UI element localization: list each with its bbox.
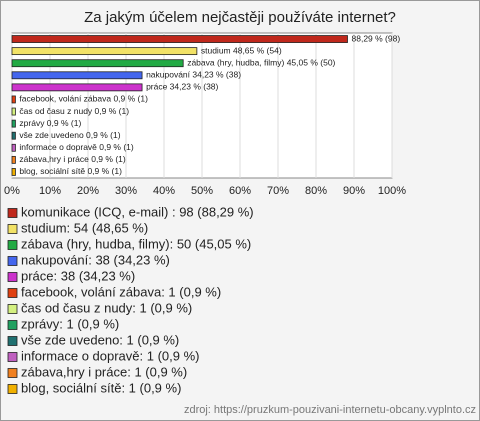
- legend-swatch: [7, 352, 18, 362]
- x-tick-label: 30%: [115, 185, 137, 197]
- legend-swatch: [7, 336, 18, 346]
- legend-label: studium: 54 (48,65 %): [21, 220, 148, 235]
- legend-label: blog, sociální sítě: 1 (0,9 %): [21, 380, 181, 395]
- bar: [11, 95, 16, 104]
- legend-label: facebook, volání zábava: 1 (0,9 %): [21, 284, 221, 299]
- legend-label: komunikace (ICQ, e-mail) : 98 (88,29 %): [21, 204, 254, 219]
- bar-label: zábava (hry, hudba, filmy) 45,05 % (50): [187, 57, 335, 67]
- bar: [11, 131, 16, 140]
- bar: [11, 143, 16, 152]
- legend-swatch: [7, 208, 18, 218]
- legend-label: nakupování: 38 (34,23 %): [21, 252, 170, 267]
- legend-swatch: [7, 320, 18, 330]
- x-tick-label: 80%: [305, 185, 327, 197]
- x-tick-label: 40%: [153, 185, 175, 197]
- x-tick-label: 50%: [191, 185, 213, 197]
- x-tick-label: 60%: [229, 185, 251, 197]
- legend-label: zprávy: 1 (0,9 %): [21, 316, 119, 331]
- bar: [11, 107, 16, 116]
- bar-label: zábava,hry i práce 0,9 % (1): [19, 154, 125, 164]
- bar-label: studium 48,65 % (54): [201, 45, 282, 55]
- legend-label: zábava (hry, hudba, filmy): 50 (45,05 %): [21, 236, 251, 251]
- x-tick-label: 100%: [378, 185, 406, 197]
- bar: [11, 35, 348, 43]
- bar: [11, 71, 143, 80]
- bar-label: nakupování 34,23 % (38): [146, 70, 241, 80]
- legend-swatch: [7, 384, 18, 394]
- legend-label: zábava,hry i práce: 1 (0,9 %): [21, 364, 187, 379]
- legend-label: vše zde uvedeno: 1 (0,9 %): [21, 332, 179, 347]
- chart-title: Za jakým účelem nejčastěji používáte int…: [84, 9, 396, 26]
- x-tick-label: 10%: [39, 185, 61, 197]
- bar: [11, 59, 184, 68]
- legend-swatch: [7, 288, 18, 298]
- legend-swatch: [7, 224, 18, 234]
- bar-label: čas od času z nudy 0,9 % (1): [19, 106, 129, 116]
- bar-label: 88,29 % (98): [352, 33, 401, 43]
- legend-swatch: [7, 304, 18, 314]
- bar: [11, 155, 16, 164]
- legend-swatch: [7, 368, 18, 378]
- bar-label: práce 34,23 % (38): [146, 82, 218, 92]
- bar: [11, 83, 143, 92]
- bar-label: facebook, volání zábava 0,9 % (1): [19, 94, 148, 104]
- x-tick-label: 90%: [343, 185, 365, 197]
- bar: [11, 119, 16, 128]
- legend-label: čas od času z nudy: 1 (0,9 %): [21, 300, 192, 315]
- bar: [11, 47, 198, 56]
- bar: [11, 168, 16, 176]
- bar-label: vše zde uvedeno 0,9 % (1): [19, 130, 120, 140]
- bar-label: blog, sociální sítě 0,9 % (1): [19, 166, 122, 176]
- bar-label: zprávy 0,9 % (1): [19, 118, 81, 128]
- legend-swatch: [7, 256, 18, 266]
- legend-label: informace o dopravě: 1 (0,9 %): [21, 348, 199, 363]
- x-tick-label: 70%: [267, 185, 289, 197]
- x-tick-label: 0%: [4, 185, 20, 197]
- legend-label: práce: 38 (34,23 %): [21, 268, 135, 283]
- legend-swatch: [7, 240, 18, 250]
- x-tick-label: 20%: [77, 185, 99, 197]
- legend-swatch: [7, 272, 18, 282]
- bar-label: informace o dopravě 0,9 % (1): [19, 142, 134, 152]
- source: zdroj: https://pruzkum-pouzivani-interne…: [184, 404, 476, 416]
